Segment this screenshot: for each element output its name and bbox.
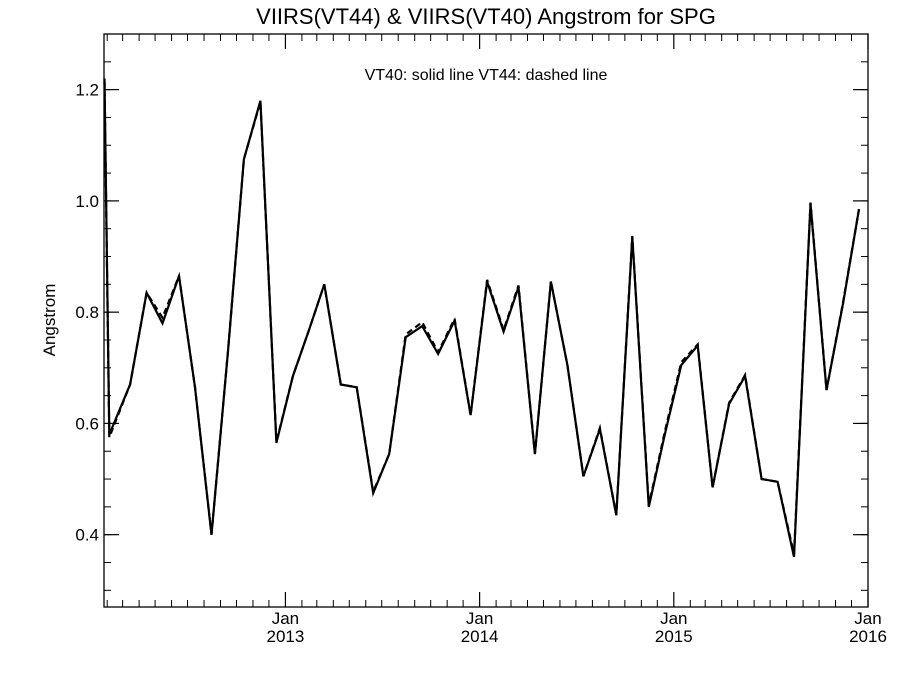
y-tick-label: 1.2: [75, 81, 99, 100]
chart-title: VIIRS(VT44) & VIIRS(VT40) Angstrom for S…: [256, 4, 716, 29]
y-tick-label: 0.6: [75, 414, 99, 433]
y-tick-label: 0.4: [75, 526, 99, 545]
plot-frame: [103, 33, 869, 608]
series-line-vt44: [103, 81, 861, 555]
y-axis-label: Angstrom: [40, 284, 59, 357]
x-tick-year: 2013: [267, 627, 305, 646]
x-tick-month: Jan: [272, 609, 299, 628]
y-tick-label: 1.0: [75, 192, 99, 211]
x-tick-year: 2015: [655, 627, 693, 646]
x-tick-month: Jan: [660, 609, 687, 628]
axis-ticks: 0.40.60.81.01.2Jan2013Jan2014Jan2015Jan2…: [75, 34, 887, 646]
y-tick-label: 0.8: [75, 303, 99, 322]
data-series: [103, 78, 861, 558]
x-tick-month: Jan: [466, 609, 493, 628]
x-tick-year: 2016: [849, 627, 887, 646]
x-tick-month: Jan: [854, 609, 881, 628]
x-tick-year: 2014: [461, 627, 499, 646]
line-style-note: VT40: solid line VT44: dashed line: [365, 67, 608, 84]
